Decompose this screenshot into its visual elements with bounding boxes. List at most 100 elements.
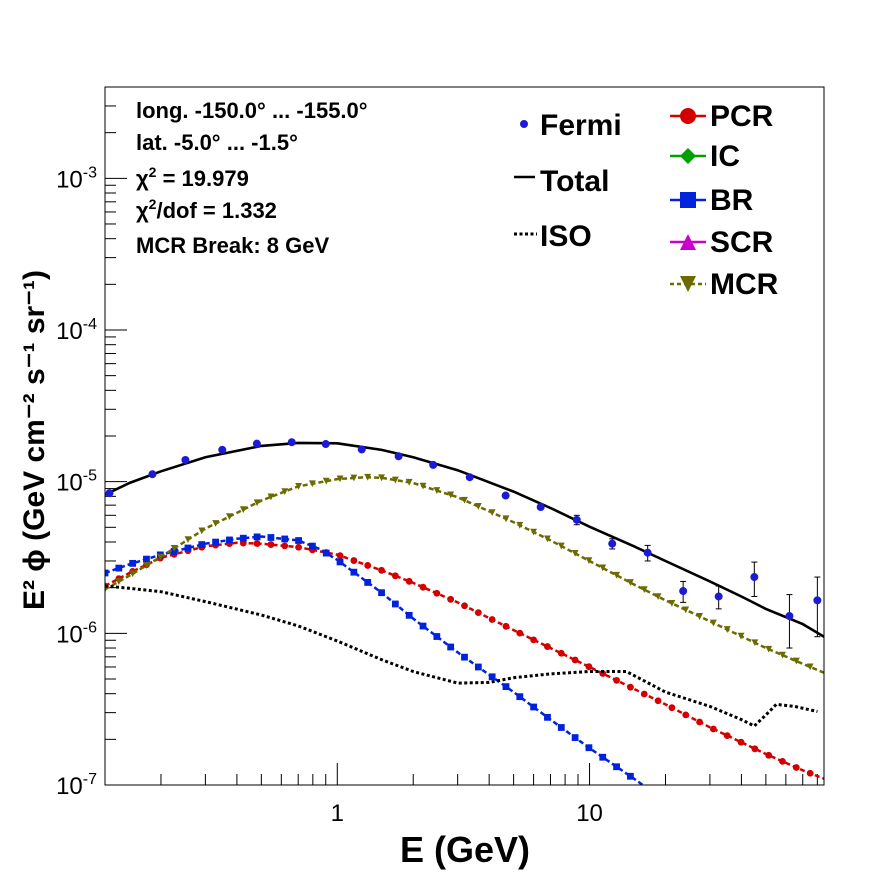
br-point (613, 763, 620, 771)
legend-label: SCR (710, 226, 774, 259)
br-point (115, 564, 123, 572)
mcr-point (184, 536, 192, 544)
fermi-point (813, 596, 822, 605)
mcr-point (557, 542, 565, 550)
legend-marker-icon (680, 192, 696, 208)
legend-item-pcr: PCR (670, 100, 774, 133)
br-point (309, 542, 316, 550)
legend-marker-icon (680, 148, 696, 164)
legend-item-scr: SCR (670, 226, 774, 259)
info-break: MCR Break: 8 GeV (136, 233, 330, 258)
br-point (129, 559, 137, 567)
mcr-point (105, 585, 109, 593)
br-point (571, 734, 579, 741)
iso-line (105, 584, 818, 728)
series-mcr (105, 473, 824, 674)
mcr-point (613, 571, 620, 579)
br-point (184, 544, 192, 552)
legend: Fermi Total ISO PCR IC BR SCR MCR (514, 100, 779, 301)
y-tick-label: 10-4 (56, 316, 97, 345)
mcr-point (378, 474, 385, 482)
mcr-point (170, 544, 178, 552)
mcr-point (212, 520, 220, 527)
mcr-point (295, 482, 302, 490)
br-point (627, 772, 634, 780)
legend-label: Fermi (540, 109, 622, 142)
mcr-point (599, 564, 607, 572)
legend-item-mcr: MCR (670, 268, 779, 301)
x-tick-label: 1 (331, 800, 344, 827)
fermi-point (572, 515, 581, 524)
legend-item-total: Total (514, 165, 609, 198)
pcr-point (765, 751, 773, 759)
br-point (212, 538, 220, 546)
br-point (488, 673, 496, 681)
chi2dof-sup: 2 (149, 196, 157, 212)
pcr-point (737, 738, 745, 746)
mcr-point (143, 562, 150, 569)
mcr-point (627, 579, 634, 586)
mcr-point (682, 606, 690, 614)
fermi-point (252, 439, 261, 448)
chi2-sup: 2 (149, 164, 157, 180)
pcr-point (751, 745, 759, 753)
axis-ticks (105, 86, 818, 786)
pcr-point (640, 690, 648, 698)
pcr-point (447, 595, 455, 603)
fermi-point (357, 445, 366, 454)
mcr-point (309, 480, 316, 488)
mcr-point (253, 499, 261, 507)
pcr-point (709, 725, 717, 733)
legend-marker-icon (680, 276, 696, 292)
pcr-point (627, 683, 634, 691)
mcr-point (779, 651, 786, 659)
pcr-point (530, 636, 538, 644)
br-point (557, 724, 565, 731)
pcr-point (585, 663, 593, 671)
info-chi2dof: χ2/dof = 1.332 (136, 196, 277, 223)
legend-item-iso: ISO (514, 220, 592, 253)
pcr-point (806, 769, 814, 777)
fermi-point (465, 473, 474, 482)
pcr-point (557, 649, 565, 657)
mcr-point (723, 626, 731, 633)
y-axis-title: E² ϕ (GeV cm⁻² s⁻¹ sr⁻¹) (18, 270, 51, 610)
pcr-point (336, 552, 344, 560)
mcr-point (447, 491, 455, 499)
mcr-point (806, 663, 814, 671)
br-point (267, 534, 275, 541)
legend-marker-icon (680, 108, 696, 124)
br-point (295, 537, 302, 544)
br-point (226, 536, 233, 544)
fermi-point (608, 539, 617, 548)
x-axis-title: E (GeV) (400, 829, 530, 870)
fermi-point (679, 587, 688, 596)
mcr-point (751, 639, 759, 647)
legend-item-fermi: Fermi (520, 109, 622, 142)
br-point (599, 753, 607, 761)
pcr-point (779, 757, 786, 765)
mcr-point (544, 535, 551, 543)
pcr-point (668, 704, 676, 712)
br-point (350, 568, 358, 576)
br-point (322, 549, 330, 557)
pcr-point (391, 572, 399, 580)
legend-label: IC (710, 140, 740, 173)
pcr-point (295, 543, 302, 551)
br-point (585, 744, 593, 752)
y-tick-label: 10-6 (56, 619, 97, 648)
mcr-point (640, 586, 648, 594)
mcr-point (350, 474, 358, 482)
pcr-point (267, 541, 275, 548)
plot-frame (104, 86, 825, 786)
pcr-point (613, 676, 620, 684)
mcr-point (585, 557, 593, 565)
mcr-point (696, 613, 703, 620)
pcr-point (419, 583, 427, 591)
br-point (281, 535, 289, 543)
mcr-point (391, 476, 399, 484)
info-longitude: long. -150.0° ... -155.0° (136, 98, 368, 123)
br-point (544, 713, 551, 721)
